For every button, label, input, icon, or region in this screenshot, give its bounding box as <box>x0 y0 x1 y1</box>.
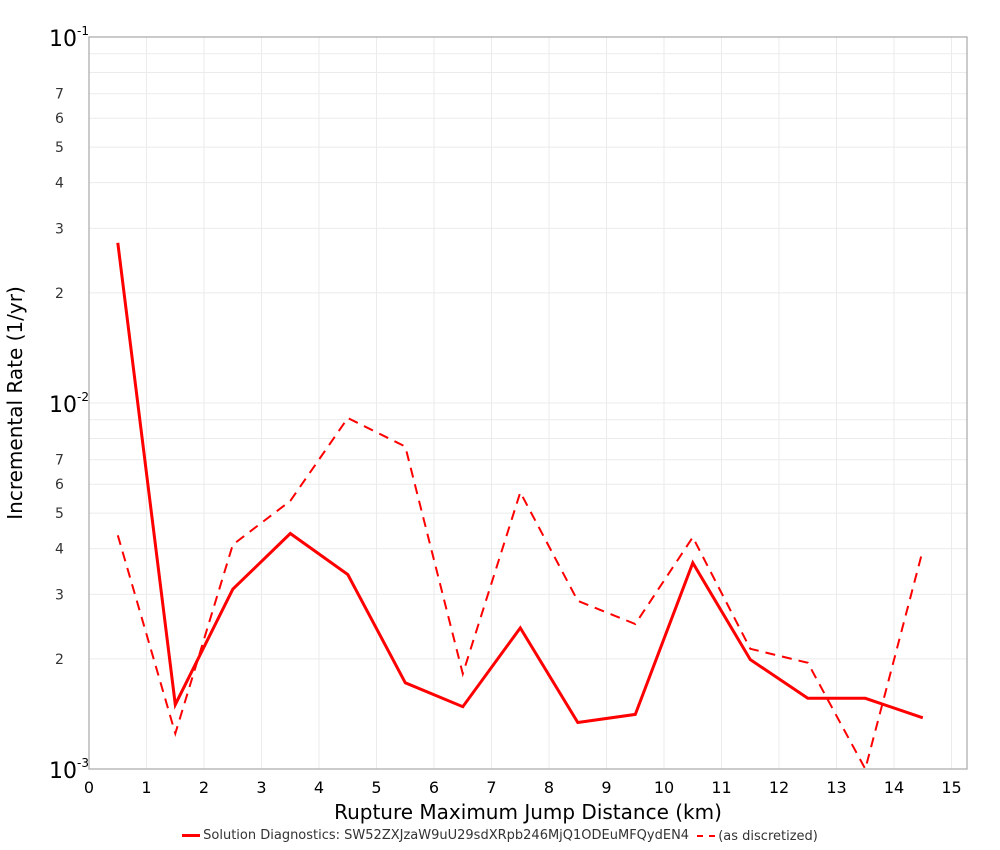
solution-series-line <box>116 242 924 725</box>
y-minor-tick-label: 6 <box>55 111 64 127</box>
y-minor-tick-label: 2 <box>55 652 64 668</box>
discretized-series-line <box>116 416 924 771</box>
y-minor-tick-label: 3 <box>55 587 64 603</box>
x-tick-label: 0 <box>84 778 94 797</box>
x-tick-label: 2 <box>199 778 209 797</box>
x-tick-label: 4 <box>314 778 324 797</box>
y-minor-tick-label: 5 <box>55 140 64 156</box>
dashed-line-swatch-icon <box>697 835 716 837</box>
x-tick-label: 10 <box>654 778 674 797</box>
legend-label-solution: Solution Diagnostics: SW52ZXJzaW9uU29sdX… <box>203 828 690 843</box>
x-tick-label: 12 <box>769 778 789 797</box>
x-axis-ticks: 0 1 2 3 4 5 6 7 8 9 10 11 12 13 14 15 <box>84 778 962 797</box>
y-major-tick-label: 10 <box>49 759 77 784</box>
y-major-tick-label: 10 <box>49 27 77 52</box>
x-tick-label: 15 <box>941 778 961 797</box>
y-minor-tick-label: 2 <box>55 286 64 302</box>
x-tick-label: 5 <box>371 778 381 797</box>
x-axis-label: Rupture Maximum Jump Distance (km) <box>334 800 722 824</box>
x-tick-label: 14 <box>884 778 904 797</box>
y-tick-exponent: -1 <box>77 24 89 38</box>
x-tick-label: 6 <box>429 778 439 797</box>
y-minor-tick-label: 4 <box>55 542 64 558</box>
y-minor-tick-label: 3 <box>55 221 64 237</box>
y-minor-tick-label: 7 <box>55 87 64 103</box>
legend-item-solution: Solution Diagnostics: SW52ZXJzaW9uU29sdX… <box>182 828 689 843</box>
grid-lines <box>89 37 967 769</box>
y-major-tick-label: 10 <box>49 393 77 418</box>
x-tick-label: 13 <box>826 778 846 797</box>
plot-border <box>88 36 968 770</box>
solid-line-swatch-icon <box>182 834 201 837</box>
y-tick-exponent: -2 <box>77 390 89 404</box>
data-series <box>116 242 924 771</box>
x-tick-label: 1 <box>141 778 151 797</box>
x-tick-label: 11 <box>711 778 731 797</box>
legend: Solution Diagnostics: SW52ZXJzaW9uU29sdX… <box>0 826 1000 844</box>
x-tick-label: 3 <box>256 778 266 797</box>
y-tick-exponent: -3 <box>77 756 89 770</box>
legend-item-discretized: (as discretized) <box>697 829 818 844</box>
x-tick-label: 9 <box>601 778 611 797</box>
y-axis-label: Incremental Rate (1/yr) <box>3 286 27 519</box>
legend-label-discretized: (as discretized) <box>718 828 818 844</box>
y-minor-tick-label: 5 <box>55 506 64 522</box>
y-minor-tick-label: 7 <box>55 453 64 469</box>
x-tick-label: 7 <box>486 778 496 797</box>
y-minor-tick-label: 4 <box>55 176 64 192</box>
x-tick-label: 8 <box>544 778 554 797</box>
y-minor-tick-label: 6 <box>55 477 64 493</box>
